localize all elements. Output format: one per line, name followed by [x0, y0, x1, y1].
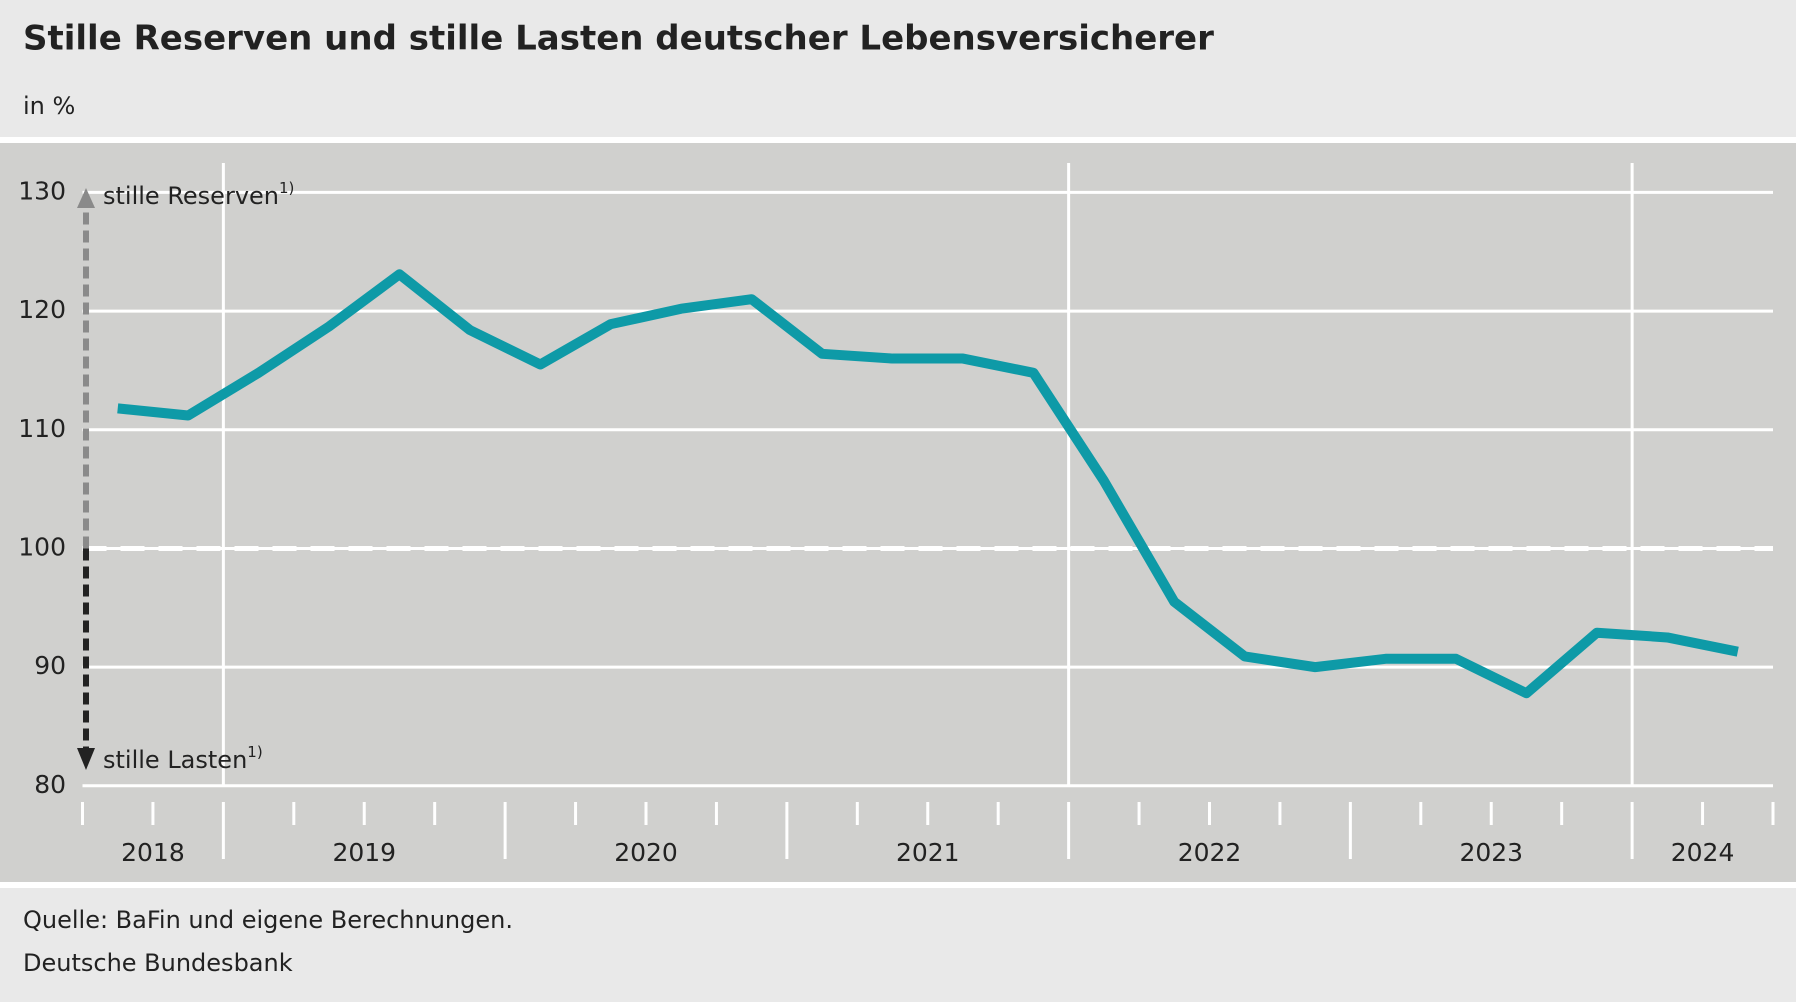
publisher: Deutsche Bundesbank: [23, 949, 293, 977]
separator: [0, 137, 1796, 143]
plot-area: [0, 143, 1796, 882]
y-tick-label: 90: [34, 651, 66, 680]
y-tick-label: 100: [18, 532, 66, 561]
x-tick-label: 2023: [1459, 838, 1523, 867]
subtitle: in %: [23, 92, 75, 120]
chart-title: Stille Reserven und stille Lasten deutsc…: [23, 19, 1214, 59]
footnote-mark: 1): [279, 179, 294, 197]
annotation: stille Lasten1): [103, 743, 263, 775]
x-tick-label: 2021: [896, 838, 960, 867]
x-tick-label: 2024: [1671, 838, 1735, 867]
y-tick-label: 80: [34, 770, 66, 799]
x-tick-label: 2018: [121, 838, 185, 867]
data-line: [117, 269, 1739, 699]
arrow-head: [77, 748, 95, 770]
x-tick-label: 2019: [332, 838, 396, 867]
arrow-head: [77, 188, 95, 208]
x-tick-label: 2020: [614, 838, 678, 867]
x-tick-label: 2022: [1178, 838, 1242, 867]
y-tick-label: 120: [18, 295, 66, 324]
y-tick-label: 130: [18, 176, 66, 205]
annotation-text: stille Reserven: [103, 182, 279, 210]
source: Quelle: BaFin und eigene Berechnungen.: [23, 906, 513, 934]
annotation: stille Reserven1): [103, 179, 294, 211]
footnote-mark: 1): [247, 743, 262, 761]
annotation-text: stille Lasten: [103, 746, 247, 774]
y-tick-label: 110: [18, 414, 66, 443]
separator: [0, 882, 1796, 888]
